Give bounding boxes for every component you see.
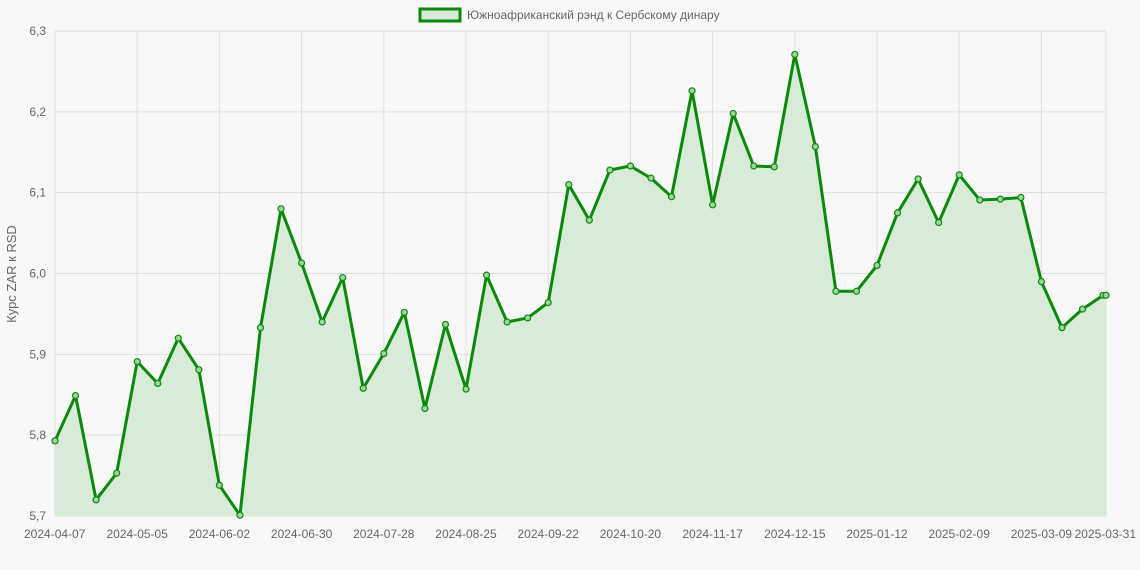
point-layer (51, 50, 1110, 519)
y-tick-label: 5,8 (29, 428, 46, 442)
data-point[interactable] (770, 163, 778, 171)
data-point[interactable] (503, 318, 511, 326)
series-area (55, 54, 1106, 516)
x-tick-label: 2025-01-12 (846, 527, 908, 541)
data-point[interactable] (852, 287, 861, 295)
x-tick-label: 2024-07-28 (353, 527, 415, 541)
x-tick-label: 2025-03-31 (1075, 527, 1137, 541)
data-point[interactable] (71, 391, 80, 400)
data-point[interactable] (565, 180, 573, 189)
area-layer (55, 54, 1106, 516)
data-point[interactable] (359, 384, 367, 392)
x-tick-label: 2024-12-15 (764, 527, 826, 541)
data-point[interactable] (133, 358, 141, 366)
data-point[interactable] (92, 496, 100, 504)
x-tick-label: 2025-02-09 (929, 527, 991, 541)
data-point[interactable] (667, 193, 676, 201)
data-point[interactable] (51, 437, 59, 445)
x-axis-ticks: 2024-04-07 2024-05-05 2024-06-02 2024-06-30… (24, 527, 1136, 541)
data-point[interactable] (955, 171, 963, 179)
data-point[interactable] (1017, 193, 1025, 202)
legend-swatch[interactable] (418, 7, 462, 23)
x-tick-label: 2024-10-20 (600, 527, 662, 541)
x-tick-label: 2024-06-02 (189, 527, 251, 541)
data-point[interactable] (935, 218, 943, 227)
x-tick-label: 2024-11-17 (682, 527, 743, 541)
data-point[interactable] (791, 50, 799, 59)
x-tick-label: 2024-05-05 (107, 527, 169, 541)
data-point[interactable] (688, 87, 696, 95)
data-point[interactable] (1058, 324, 1066, 332)
data-point[interactable] (236, 511, 244, 519)
data-point[interactable] (400, 308, 408, 316)
data-point[interactable] (729, 109, 737, 118)
y-tick-label: 6,0 (29, 267, 46, 281)
data-point[interactable] (195, 366, 203, 374)
x-tick-label: 2024-04-07 (24, 527, 86, 541)
data-point[interactable] (1037, 277, 1046, 286)
data-point[interactable] (277, 205, 285, 213)
x-tick-label: 2024-09-22 (518, 527, 580, 541)
data-point[interactable] (544, 299, 552, 307)
data-point[interactable] (421, 404, 429, 413)
x-tick-label: 2024-06-30 (271, 527, 333, 541)
data-point[interactable] (441, 320, 450, 329)
y-tick-label: 5,9 (29, 347, 46, 361)
y-axis-ticks: 5,7 5,8 5,9 6,0 6,1 6,2 6,3 (29, 24, 46, 523)
data-point[interactable] (113, 469, 121, 477)
data-point[interactable] (339, 273, 347, 282)
data-point[interactable] (647, 174, 655, 182)
data-point[interactable] (524, 314, 532, 322)
data-point[interactable] (585, 216, 593, 224)
x-tick-label: 2025-03-09 (1011, 527, 1073, 541)
data-point[interactable] (1078, 305, 1087, 313)
data-point[interactable] (750, 162, 758, 170)
data-point[interactable] (298, 259, 306, 267)
data-point[interactable] (996, 195, 1004, 203)
data-point[interactable] (215, 481, 223, 489)
y-tick-label: 6,3 (29, 24, 46, 38)
data-point[interactable] (626, 162, 635, 170)
y-tick-label: 5,7 (29, 509, 46, 523)
data-point[interactable] (709, 201, 717, 209)
data-point[interactable] (462, 385, 470, 393)
data-point[interactable] (318, 318, 326, 326)
legend[interactable]: Южноафриканский рэнд к Сербскому динару (418, 7, 720, 23)
data-point[interactable] (380, 349, 388, 358)
data-point[interactable] (256, 324, 265, 332)
data-point[interactable] (832, 287, 840, 295)
data-point[interactable] (873, 261, 881, 270)
data-point[interactable] (174, 334, 182, 342)
data-point[interactable] (1102, 291, 1110, 299)
data-point[interactable] (811, 142, 819, 151)
y-tick-label: 6,2 (29, 105, 46, 119)
y-tick-label: 6,1 (29, 186, 46, 200)
data-point[interactable] (482, 271, 491, 279)
data-point[interactable] (606, 166, 614, 174)
x-tick-label: 2024-08-25 (435, 527, 497, 541)
data-point[interactable] (893, 209, 902, 217)
data-point[interactable] (154, 379, 162, 388)
y-axis-title: Курс ZAR к RSD (4, 225, 19, 323)
data-point[interactable] (914, 175, 922, 183)
legend-label[interactable]: Южноафриканский рэнд к Сербскому динару (467, 8, 720, 22)
data-point[interactable] (976, 196, 984, 204)
